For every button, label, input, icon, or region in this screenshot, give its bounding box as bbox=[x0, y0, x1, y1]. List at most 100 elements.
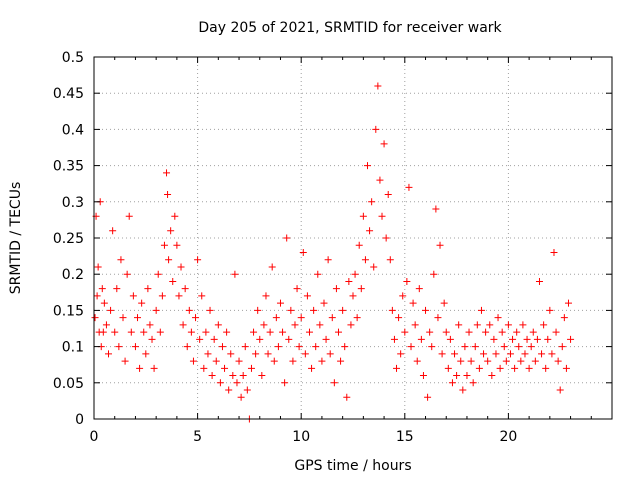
data-point bbox=[289, 357, 297, 365]
data-point bbox=[419, 372, 427, 380]
data-point bbox=[355, 241, 363, 249]
data-point bbox=[129, 292, 137, 300]
data-point bbox=[465, 328, 473, 336]
data-point bbox=[540, 321, 548, 329]
data-point bbox=[533, 335, 541, 343]
data-point bbox=[171, 212, 179, 220]
data-point bbox=[525, 364, 533, 372]
data-point bbox=[502, 357, 510, 365]
data-point bbox=[270, 357, 278, 365]
data-point bbox=[144, 285, 152, 293]
x-tick-label: 10 bbox=[292, 429, 310, 445]
data-point bbox=[364, 162, 372, 170]
data-point bbox=[564, 299, 572, 307]
data-point bbox=[165, 256, 173, 264]
data-point bbox=[552, 328, 560, 336]
data-point bbox=[490, 335, 498, 343]
data-point bbox=[361, 256, 369, 264]
data-point bbox=[134, 314, 142, 322]
data-point bbox=[440, 299, 448, 307]
data-point bbox=[531, 357, 539, 365]
data-point bbox=[243, 386, 251, 394]
data-point bbox=[221, 364, 229, 372]
data-point bbox=[295, 343, 303, 351]
data-point bbox=[529, 328, 537, 336]
data-point bbox=[160, 241, 168, 249]
data-point bbox=[368, 198, 376, 206]
data-point bbox=[175, 292, 183, 300]
data-point bbox=[453, 372, 461, 380]
y-tick-label: 0.45 bbox=[53, 86, 84, 102]
data-point bbox=[378, 212, 386, 220]
data-point bbox=[388, 306, 396, 314]
data-point bbox=[397, 350, 405, 358]
x-tick-labels: 0 5 10 15 20 bbox=[90, 429, 518, 445]
data-point bbox=[239, 372, 247, 380]
data-point bbox=[509, 335, 517, 343]
data-point bbox=[422, 306, 430, 314]
data-point bbox=[181, 285, 189, 293]
data-point bbox=[519, 321, 527, 329]
y-tick-label: 0.4 bbox=[62, 122, 84, 138]
data-point bbox=[430, 270, 438, 278]
data-point bbox=[341, 343, 349, 351]
data-point bbox=[511, 364, 519, 372]
axis-ticks bbox=[93, 56, 612, 420]
data-point bbox=[131, 343, 139, 351]
data-point bbox=[121, 357, 129, 365]
y-tick-label: 0 bbox=[75, 412, 84, 428]
data-point bbox=[150, 364, 158, 372]
data-point bbox=[229, 372, 237, 380]
data-point bbox=[194, 256, 202, 264]
y-tick-label: 0.1 bbox=[62, 340, 84, 356]
data-point bbox=[324, 256, 332, 264]
data-point bbox=[105, 350, 113, 358]
data-point bbox=[154, 270, 162, 278]
data-point bbox=[442, 328, 450, 336]
data-point bbox=[152, 306, 160, 314]
data-point bbox=[202, 328, 210, 336]
data-point bbox=[274, 343, 282, 351]
data-point bbox=[99, 328, 107, 336]
data-point bbox=[287, 306, 295, 314]
data-point bbox=[546, 306, 554, 314]
y-axis-label: SRMTID / TECUs bbox=[8, 182, 24, 295]
data-point bbox=[366, 227, 374, 235]
data-point bbox=[117, 256, 125, 264]
data-point bbox=[544, 335, 552, 343]
data-point bbox=[235, 357, 243, 365]
data-point bbox=[446, 335, 454, 343]
data-point bbox=[297, 314, 305, 322]
data-point bbox=[262, 292, 270, 300]
data-point bbox=[444, 364, 452, 372]
data-point bbox=[291, 321, 299, 329]
data-point bbox=[455, 321, 463, 329]
data-point bbox=[328, 314, 336, 322]
data-point bbox=[467, 357, 475, 365]
data-point bbox=[334, 328, 342, 336]
data-point bbox=[500, 343, 508, 351]
data-point bbox=[477, 306, 485, 314]
data-point bbox=[376, 176, 384, 184]
data-point bbox=[173, 241, 181, 249]
data-point bbox=[438, 350, 446, 358]
data-point bbox=[542, 364, 550, 372]
data-point bbox=[320, 299, 328, 307]
data-point bbox=[415, 285, 423, 293]
data-point bbox=[279, 328, 287, 336]
y-tick-label: 0.5 bbox=[62, 50, 84, 66]
data-point bbox=[457, 357, 465, 365]
data-point bbox=[560, 314, 568, 322]
data-point bbox=[480, 350, 488, 358]
data-point bbox=[192, 314, 200, 322]
data-point bbox=[550, 248, 558, 256]
data-point bbox=[471, 343, 479, 351]
data-point bbox=[380, 140, 388, 148]
data-point bbox=[158, 292, 166, 300]
data-point bbox=[258, 372, 266, 380]
data-point bbox=[326, 350, 334, 358]
data-point bbox=[401, 328, 409, 336]
data-point bbox=[250, 328, 258, 336]
data-point bbox=[403, 277, 411, 285]
data-point bbox=[102, 321, 110, 329]
